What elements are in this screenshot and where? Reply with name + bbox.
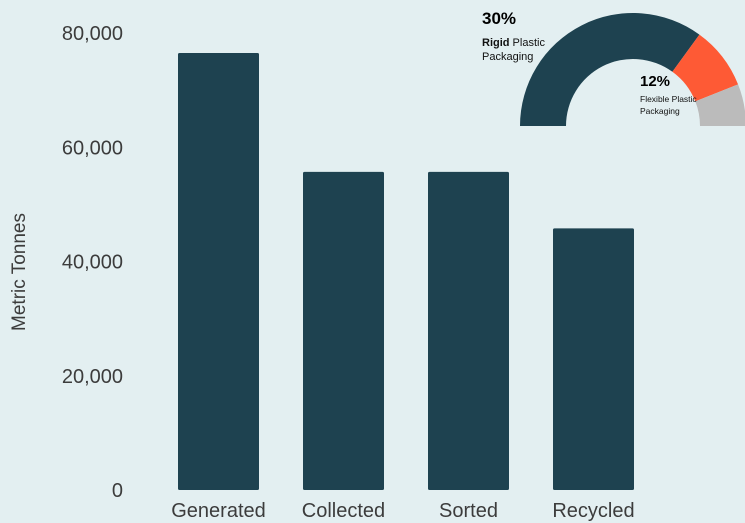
gauge-rigid-label-line1: Rigid Plastic — [482, 37, 545, 49]
gauge-segment-2 — [695, 84, 745, 126]
y-tick-label: 20,000 — [62, 366, 123, 388]
bar-collected — [303, 171, 384, 490]
y-tick-label: 80,000 — [62, 23, 123, 45]
gauge-flexible-label-line1: Flexible Plastic — [640, 94, 697, 104]
gauge-segment-1 — [672, 34, 739, 102]
x-tick-label: Collected — [302, 500, 385, 522]
y-tick-label: 0 — [112, 480, 123, 502]
y-axis-title: Metric Tonnes — [9, 213, 30, 331]
gauge-rigid-bold: Rigid — [482, 37, 510, 49]
gauge-rigid-label-line2: Packaging — [482, 51, 533, 63]
bar-recycled — [553, 228, 634, 490]
gauge-flexible-percent: 12% — [640, 73, 670, 90]
gauge-flexible-label-line2: Packaging — [640, 106, 680, 116]
x-axis-labels: Generated Collected Sorted Recycled — [171, 500, 634, 522]
x-tick-label: Recycled — [552, 500, 634, 522]
gauge-segments — [520, 13, 745, 127]
x-tick-label: Sorted — [439, 500, 498, 522]
y-tick-label: 60,000 — [62, 137, 123, 159]
y-tick-label: 40,000 — [62, 252, 123, 274]
x-tick-label: Generated — [171, 500, 266, 522]
gauge-rigid-percent: 30% — [482, 9, 516, 28]
bar-sorted — [428, 171, 509, 490]
gauge-segment-0 — [520, 13, 700, 127]
y-axis-ticks: 0 20,000 40,000 60,000 80,000 — [62, 23, 123, 502]
gauge-rigid-rest: Plastic — [510, 37, 546, 49]
bar-series — [178, 52, 634, 491]
bar-generated — [178, 52, 259, 491]
